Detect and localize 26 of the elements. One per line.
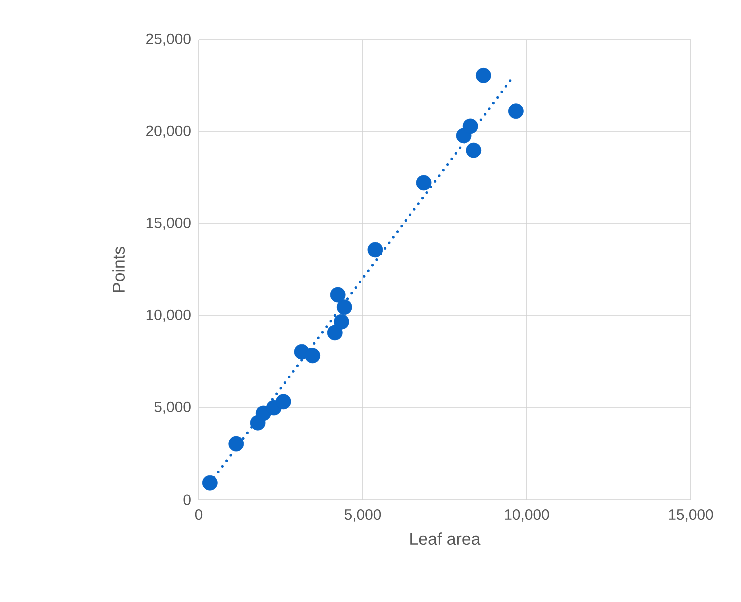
point [327,325,343,341]
point [476,68,492,84]
point [228,436,244,452]
point [466,142,482,158]
point [368,242,384,258]
x-tick-label: 10,000 [505,509,550,522]
point [276,394,292,410]
point [508,104,524,120]
y-axis-title: Points [112,247,126,292]
x-axis-title: Leaf area [410,532,481,546]
y-tick-label: 5,000 [154,402,191,414]
y-tick-label: 15,000 [146,218,191,230]
x-tick-label: 5,000 [344,509,382,522]
point [330,287,346,303]
y-tick-label: 10,000 [146,310,191,322]
point [416,175,432,191]
point [334,314,350,330]
y-tick-label: 20,000 [146,126,191,138]
x-tick-label: 15,000 [669,509,714,522]
point [462,118,478,134]
point [305,348,321,364]
x-tick-label: 0 [195,509,203,520]
y-tick-label: 25,000 [146,34,191,46]
y-tick-label: 0 [184,494,191,506]
point [336,300,352,316]
point [202,475,218,491]
